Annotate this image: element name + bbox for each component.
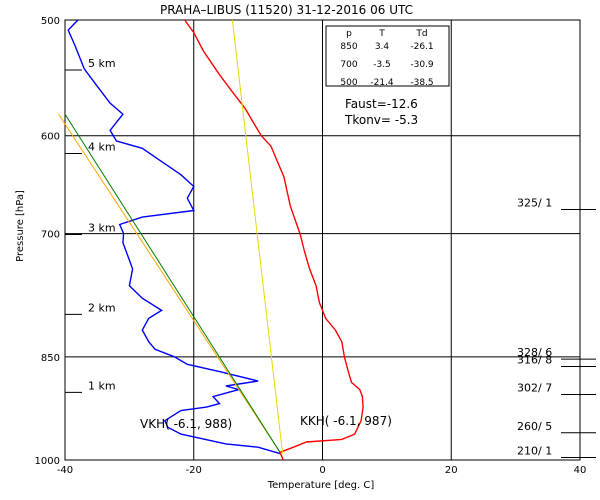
- series-layer: [58, 19, 364, 461]
- wind-label: 328/ 6: [517, 346, 552, 359]
- series-line: [67, 19, 281, 455]
- y-axis-label: Pressure [hPa]: [15, 190, 26, 262]
- table-cell: 500: [340, 78, 357, 88]
- table-cell: 850: [340, 42, 357, 52]
- wind-label: 316/ 8: [517, 353, 552, 366]
- vkh-label: VKH( -6.1, 988): [140, 417, 232, 431]
- table-cell: -26.1: [410, 42, 433, 52]
- wind-label: 210/ 1: [517, 444, 552, 457]
- x-tick-label: -20: [186, 465, 202, 476]
- y-tick-label: 600: [41, 132, 60, 143]
- y-tick-label: 500: [41, 16, 60, 27]
- x-axis-label: Temperature [deg. C]: [267, 480, 375, 491]
- height-label: 2 km: [88, 301, 116, 314]
- wind-label: 302/ 7: [517, 382, 552, 395]
- chart-title: PRAHA–LIBUS (11520) 31-12-2016 06 UTC: [160, 3, 413, 17]
- kkh-label: KKH( -6.1, 987): [300, 414, 392, 428]
- height-markers: 1 km 2 km 3 km 4 km 5 km: [65, 57, 116, 393]
- table-cell: -30.9: [410, 60, 434, 70]
- x-tick-label: 20: [445, 465, 458, 476]
- y-tick-label: 1000: [35, 456, 60, 467]
- table-cell: -21.4: [370, 78, 394, 88]
- index-tkonv: Tkonv= -5.3: [344, 113, 418, 127]
- y-tick-label: 700: [41, 230, 60, 241]
- series-line: [64, 113, 281, 453]
- level-table: p T Td 850 3.4 -26.1 700 -3.5 -30.9 500 -21.4 -38.5: [325, 25, 450, 88]
- table-cell: 3.4: [375, 42, 390, 52]
- index-faust: Faust=-12.6: [345, 97, 418, 111]
- height-label: 4 km: [88, 140, 116, 153]
- table-cell: -38.5: [410, 78, 433, 88]
- series-line: [58, 113, 281, 453]
- table-cell: -3.5: [373, 60, 391, 70]
- table-header: T: [378, 29, 385, 39]
- wind-label: 260/ 5: [517, 420, 552, 433]
- table-cell: 700: [340, 60, 357, 70]
- height-label: 5 km: [88, 57, 116, 70]
- series-line: [231, 19, 284, 454]
- x-tick-label: -40: [57, 465, 73, 476]
- table-header: p: [346, 29, 352, 39]
- table-header: Td: [415, 29, 427, 39]
- level-table-border: [325, 25, 450, 87]
- x-tick-label: 0: [319, 465, 325, 476]
- wind-label: 325/ 1: [517, 197, 552, 210]
- grid: [65, 19, 580, 461]
- axis-ticks: 500 600 700 850 1000-40 -20 0 20 40: [35, 16, 587, 476]
- height-label: 1 km: [88, 379, 116, 392]
- series-line: [184, 19, 364, 461]
- x-tick-label: 40: [574, 465, 587, 476]
- height-label: 3 km: [88, 221, 116, 234]
- y-tick-label: 850: [41, 353, 60, 364]
